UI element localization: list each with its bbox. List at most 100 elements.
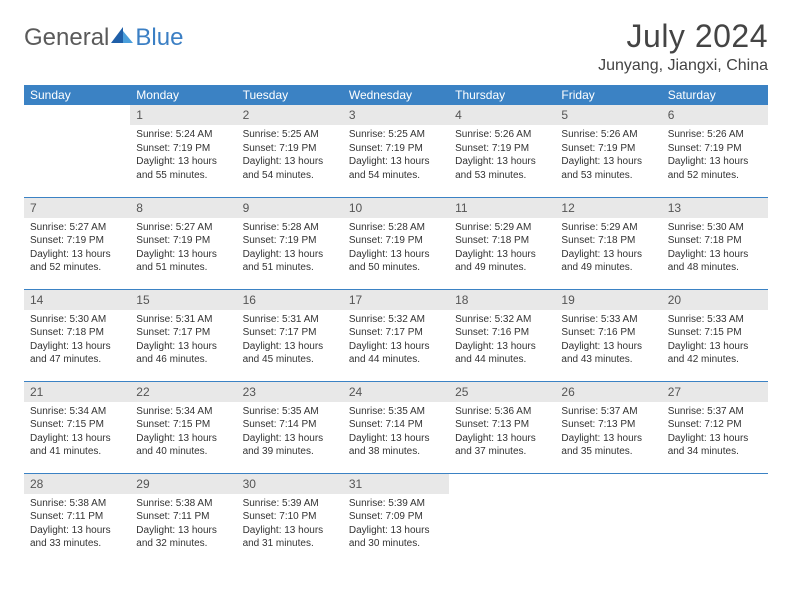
calendar-day-cell — [555, 473, 661, 565]
calendar-day-cell: 29Sunrise: 5:38 AMSunset: 7:11 PMDayligh… — [130, 473, 236, 565]
daylight-text: Daylight: 13 hours and 41 minutes. — [30, 432, 124, 459]
day-number: 1 — [130, 105, 236, 125]
sunrise-text: Sunrise: 5:34 AM — [30, 405, 124, 419]
sunset-text: Sunset: 7:11 PM — [30, 510, 124, 524]
day-number: 23 — [237, 382, 343, 402]
calendar-day-cell: 2Sunrise: 5:25 AMSunset: 7:19 PMDaylight… — [237, 105, 343, 197]
day-number: 17 — [343, 290, 449, 310]
day-content: Sunrise: 5:34 AMSunset: 7:15 PMDaylight:… — [24, 402, 130, 463]
day-number: 19 — [555, 290, 661, 310]
calendar-day-cell: 16Sunrise: 5:31 AMSunset: 7:17 PMDayligh… — [237, 289, 343, 381]
sunset-text: Sunset: 7:10 PM — [243, 510, 337, 524]
sunrise-text: Sunrise: 5:24 AM — [136, 128, 230, 142]
daylight-text: Daylight: 13 hours and 39 minutes. — [243, 432, 337, 459]
sunset-text: Sunset: 7:19 PM — [455, 142, 549, 156]
sunrise-text: Sunrise: 5:26 AM — [455, 128, 549, 142]
weekday-header: Saturday — [662, 85, 768, 105]
day-content: Sunrise: 5:38 AMSunset: 7:11 PMDaylight:… — [130, 494, 236, 555]
day-number: 6 — [662, 105, 768, 125]
sunrise-text: Sunrise: 5:31 AM — [136, 313, 230, 327]
calendar-day-cell: 7Sunrise: 5:27 AMSunset: 7:19 PMDaylight… — [24, 197, 130, 289]
daylight-text: Daylight: 13 hours and 52 minutes. — [30, 248, 124, 275]
calendar-day-cell: 26Sunrise: 5:37 AMSunset: 7:13 PMDayligh… — [555, 381, 661, 473]
day-content: Sunrise: 5:27 AMSunset: 7:19 PMDaylight:… — [130, 218, 236, 279]
calendar-day-cell: 23Sunrise: 5:35 AMSunset: 7:14 PMDayligh… — [237, 381, 343, 473]
daylight-text: Daylight: 13 hours and 43 minutes. — [561, 340, 655, 367]
daylight-text: Daylight: 13 hours and 34 minutes. — [668, 432, 762, 459]
sunrise-text: Sunrise: 5:37 AM — [561, 405, 655, 419]
daylight-text: Daylight: 13 hours and 46 minutes. — [136, 340, 230, 367]
day-content: Sunrise: 5:33 AMSunset: 7:16 PMDaylight:… — [555, 310, 661, 371]
sunset-text: Sunset: 7:15 PM — [30, 418, 124, 432]
calendar-body: 1Sunrise: 5:24 AMSunset: 7:19 PMDaylight… — [24, 105, 768, 565]
daylight-text: Daylight: 13 hours and 49 minutes. — [561, 248, 655, 275]
sunset-text: Sunset: 7:19 PM — [349, 142, 443, 156]
day-content: Sunrise: 5:34 AMSunset: 7:15 PMDaylight:… — [130, 402, 236, 463]
sunset-text: Sunset: 7:17 PM — [349, 326, 443, 340]
calendar-week-row: 28Sunrise: 5:38 AMSunset: 7:11 PMDayligh… — [24, 473, 768, 565]
day-content: Sunrise: 5:28 AMSunset: 7:19 PMDaylight:… — [237, 218, 343, 279]
day-content: Sunrise: 5:27 AMSunset: 7:19 PMDaylight:… — [24, 218, 130, 279]
calendar-day-cell: 11Sunrise: 5:29 AMSunset: 7:18 PMDayligh… — [449, 197, 555, 289]
day-number: 11 — [449, 198, 555, 218]
day-number: 3 — [343, 105, 449, 125]
day-content: Sunrise: 5:30 AMSunset: 7:18 PMDaylight:… — [662, 218, 768, 279]
day-number: 4 — [449, 105, 555, 125]
calendar-day-cell: 22Sunrise: 5:34 AMSunset: 7:15 PMDayligh… — [130, 381, 236, 473]
daylight-text: Daylight: 13 hours and 30 minutes. — [349, 524, 443, 551]
daylight-text: Daylight: 13 hours and 47 minutes. — [30, 340, 124, 367]
calendar-week-row: 21Sunrise: 5:34 AMSunset: 7:15 PMDayligh… — [24, 381, 768, 473]
sunrise-text: Sunrise: 5:34 AM — [136, 405, 230, 419]
calendar-week-row: 1Sunrise: 5:24 AMSunset: 7:19 PMDaylight… — [24, 105, 768, 197]
sunset-text: Sunset: 7:16 PM — [455, 326, 549, 340]
daylight-text: Daylight: 13 hours and 48 minutes. — [668, 248, 762, 275]
day-content: Sunrise: 5:25 AMSunset: 7:19 PMDaylight:… — [237, 125, 343, 186]
calendar-day-cell: 18Sunrise: 5:32 AMSunset: 7:16 PMDayligh… — [449, 289, 555, 381]
sunrise-text: Sunrise: 5:30 AM — [668, 221, 762, 235]
sunrise-text: Sunrise: 5:26 AM — [668, 128, 762, 142]
sunrise-text: Sunrise: 5:25 AM — [349, 128, 443, 142]
calendar-week-row: 14Sunrise: 5:30 AMSunset: 7:18 PMDayligh… — [24, 289, 768, 381]
daylight-text: Daylight: 13 hours and 53 minutes. — [561, 155, 655, 182]
day-number: 15 — [130, 290, 236, 310]
sunset-text: Sunset: 7:13 PM — [561, 418, 655, 432]
day-content: Sunrise: 5:35 AMSunset: 7:14 PMDaylight:… — [237, 402, 343, 463]
day-content: Sunrise: 5:39 AMSunset: 7:09 PMDaylight:… — [343, 494, 449, 555]
calendar-day-cell — [449, 473, 555, 565]
sunset-text: Sunset: 7:19 PM — [30, 234, 124, 248]
day-number: 5 — [555, 105, 661, 125]
calendar-day-cell: 8Sunrise: 5:27 AMSunset: 7:19 PMDaylight… — [130, 197, 236, 289]
sunrise-text: Sunrise: 5:37 AM — [668, 405, 762, 419]
sunrise-text: Sunrise: 5:33 AM — [561, 313, 655, 327]
daylight-text: Daylight: 13 hours and 33 minutes. — [30, 524, 124, 551]
day-content: Sunrise: 5:35 AMSunset: 7:14 PMDaylight:… — [343, 402, 449, 463]
calendar-day-cell: 19Sunrise: 5:33 AMSunset: 7:16 PMDayligh… — [555, 289, 661, 381]
sunrise-text: Sunrise: 5:32 AM — [349, 313, 443, 327]
calendar-day-cell: 24Sunrise: 5:35 AMSunset: 7:14 PMDayligh… — [343, 381, 449, 473]
day-number: 22 — [130, 382, 236, 402]
weekday-header: Wednesday — [343, 85, 449, 105]
daylight-text: Daylight: 13 hours and 54 minutes. — [349, 155, 443, 182]
sunrise-text: Sunrise: 5:35 AM — [243, 405, 337, 419]
weekday-header: Friday — [555, 85, 661, 105]
calendar-day-cell: 31Sunrise: 5:39 AMSunset: 7:09 PMDayligh… — [343, 473, 449, 565]
calendar-week-row: 7Sunrise: 5:27 AMSunset: 7:19 PMDaylight… — [24, 197, 768, 289]
day-content: Sunrise: 5:24 AMSunset: 7:19 PMDaylight:… — [130, 125, 236, 186]
calendar-day-cell: 28Sunrise: 5:38 AMSunset: 7:11 PMDayligh… — [24, 473, 130, 565]
sunrise-text: Sunrise: 5:38 AM — [136, 497, 230, 511]
day-content: Sunrise: 5:29 AMSunset: 7:18 PMDaylight:… — [555, 218, 661, 279]
calendar-day-cell: 3 Sunrise: 5:25 AMSunset: 7:19 PMDaylight… — [343, 105, 449, 197]
sunrise-text: Sunrise: 5:32 AM — [455, 313, 549, 327]
day-number: 29 — [130, 474, 236, 494]
sunset-text: Sunset: 7:18 PM — [455, 234, 549, 248]
weekday-header-row: SundayMondayTuesdayWednesdayThursdayFrid… — [24, 85, 768, 105]
calendar-day-cell: 25Sunrise: 5:36 AMSunset: 7:13 PMDayligh… — [449, 381, 555, 473]
day-number: 18 — [449, 290, 555, 310]
month-title: July 2024 — [598, 18, 768, 55]
daylight-text: Daylight: 13 hours and 53 minutes. — [455, 155, 549, 182]
sunrise-text: Sunrise: 5:27 AM — [30, 221, 124, 235]
triangle-icon — [111, 27, 133, 45]
day-content: Sunrise: 5:31 AMSunset: 7:17 PMDaylight:… — [237, 310, 343, 371]
day-content: Sunrise: 5:32 AMSunset: 7:17 PMDaylight:… — [343, 310, 449, 371]
calendar-day-cell: 4 Sunrise: 5:26 AMSunset: 7:19 PMDaylight… — [449, 105, 555, 197]
